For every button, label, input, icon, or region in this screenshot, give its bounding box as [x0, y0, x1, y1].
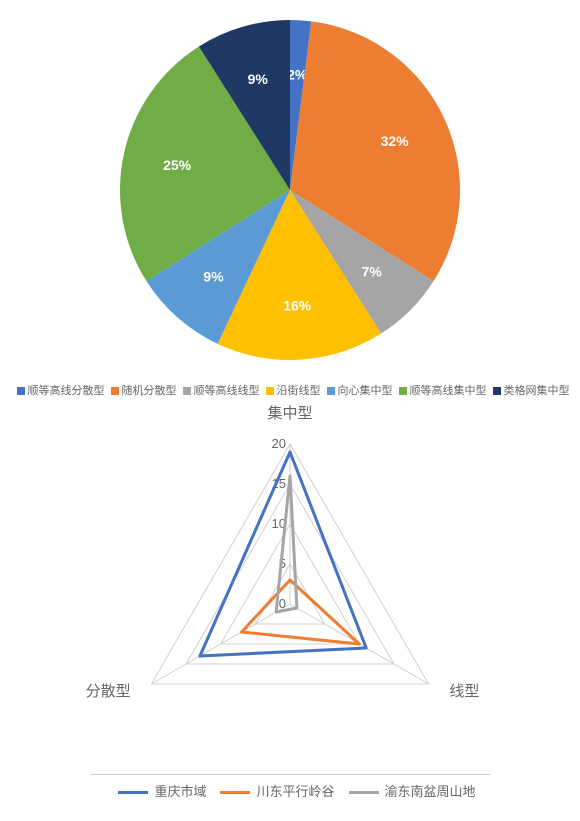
legend-line-swatch [118, 791, 148, 794]
pie-legend-item: 顺等高线线型 [177, 385, 260, 397]
radar-axis-label: 集中型 [267, 405, 312, 422]
radar-legend-item: 川东平行岭谷 [206, 784, 334, 799]
legend-label: 顺等高线分散型 [28, 385, 105, 397]
pie-slice-label: 16% [283, 297, 312, 313]
legend-label: 川东平行岭谷 [256, 784, 334, 799]
pie-slice-label: 7% [362, 264, 383, 280]
legend-label: 类格网集中型 [504, 385, 570, 397]
legend-label: 顺等高线线型 [194, 385, 260, 397]
legend-swatch [111, 387, 119, 395]
radar-chart-container: 05101520集中型线型分散型 重庆市域川东平行岭谷渝东南盆周山地 [0, 404, 580, 812]
radar-axis-label: 线型 [449, 683, 479, 700]
pie-legend-item: 类格网集中型 [487, 385, 570, 397]
pie-legend-item: 随机分散型 [105, 385, 177, 397]
legend-label: 重庆市域 [154, 784, 206, 799]
pie-legend-item: 顺等高线分散型 [11, 385, 105, 397]
legend-label: 向心集中型 [338, 385, 393, 397]
radar-legend-item: 渝东南盆周山地 [335, 784, 476, 799]
legend-swatch [266, 387, 274, 395]
pie-chart-container: 2%32%7%16%9%25%9% 顺等高线分散型随机分散型顺等高线线型沿街线型… [0, 0, 580, 404]
legend-label: 顺等高线集中型 [410, 385, 487, 397]
legend-label: 渝东南盆周山地 [385, 784, 476, 799]
radar-tick-label: 20 [272, 436, 286, 451]
legend-label: 沿街线型 [277, 385, 321, 397]
legend-line-swatch [220, 791, 250, 794]
radar-series [276, 476, 297, 612]
radar-axis-label: 分散型 [86, 683, 131, 700]
pie-slice-label: 25% [163, 157, 192, 173]
radar-legend-item: 重庆市域 [104, 784, 206, 799]
legend-line-swatch [349, 791, 379, 794]
pie-slice-label: 9% [248, 71, 269, 87]
radar-series [242, 580, 360, 644]
legend-swatch [183, 387, 191, 395]
legend-swatch [493, 387, 501, 395]
legend-swatch [17, 387, 25, 395]
pie-legend-item: 沿街线型 [260, 385, 321, 397]
legend-label: 随机分散型 [122, 385, 177, 397]
pie-slice-label: 32% [381, 133, 410, 149]
legend-swatch [399, 387, 407, 395]
radar-legend: 重庆市域 川东平行岭谷 渝东南盆周山地 [90, 774, 490, 812]
pie-legend-item: 向心集中型 [321, 385, 393, 397]
pie-slice-label: 9% [203, 269, 224, 285]
pie-legend: 顺等高线分散型 随机分散型 顺等高线线型 沿街线型 向心集中型 顺等高线集中型 类格网集中型 [0, 380, 580, 404]
legend-swatch [327, 387, 335, 395]
pie-chart: 2%32%7%16%9%25%9% [0, 0, 580, 380]
radar-chart: 05101520集中型线型分散型 [0, 404, 580, 774]
radar-tick-label: 0 [279, 596, 286, 611]
pie-legend-item: 顺等高线集中型 [393, 385, 487, 397]
